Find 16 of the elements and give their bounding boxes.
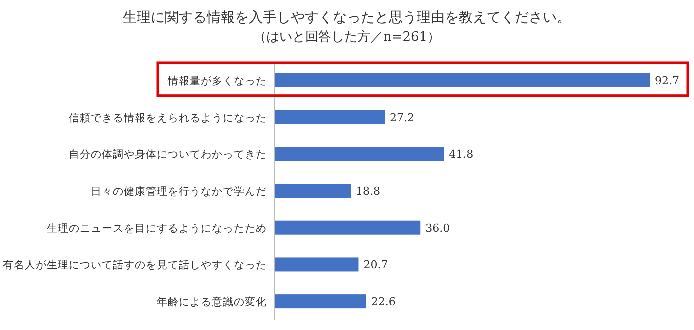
y-tick-label: 情報量が多くなった — [167, 74, 267, 88]
data-label: 27.2 — [390, 111, 415, 124]
data-label: 20.7 — [364, 258, 388, 272]
y-tick-label: 信頼できる情報をえられるようになった — [69, 111, 267, 124]
y-tick-label: 自分の体調や身体についてわかってきた — [69, 148, 267, 162]
chart-subtitle: （はいと回答した方／n=261） — [253, 29, 441, 45]
y-tick-label: 有名人が生理について話すのを見て話しやすくなった — [3, 258, 267, 272]
y-tick-label: 生理のニュースを目にするようになったため — [47, 222, 267, 235]
data-label: 41.8 — [449, 148, 474, 162]
chart-title: 生理に関する情報を入手しやすくなったと思う理由を教えてください。 — [123, 10, 571, 26]
data-label: 92.7 — [655, 74, 680, 88]
data-label: 22.6 — [371, 296, 396, 309]
y-tick-label: 年齢による意識の変化 — [157, 296, 267, 309]
data-label: 18.8 — [356, 185, 381, 198]
y-tick-label: 日々の健康管理を行うなかで学んだ — [91, 185, 267, 198]
data-label: 36.0 — [426, 222, 450, 235]
